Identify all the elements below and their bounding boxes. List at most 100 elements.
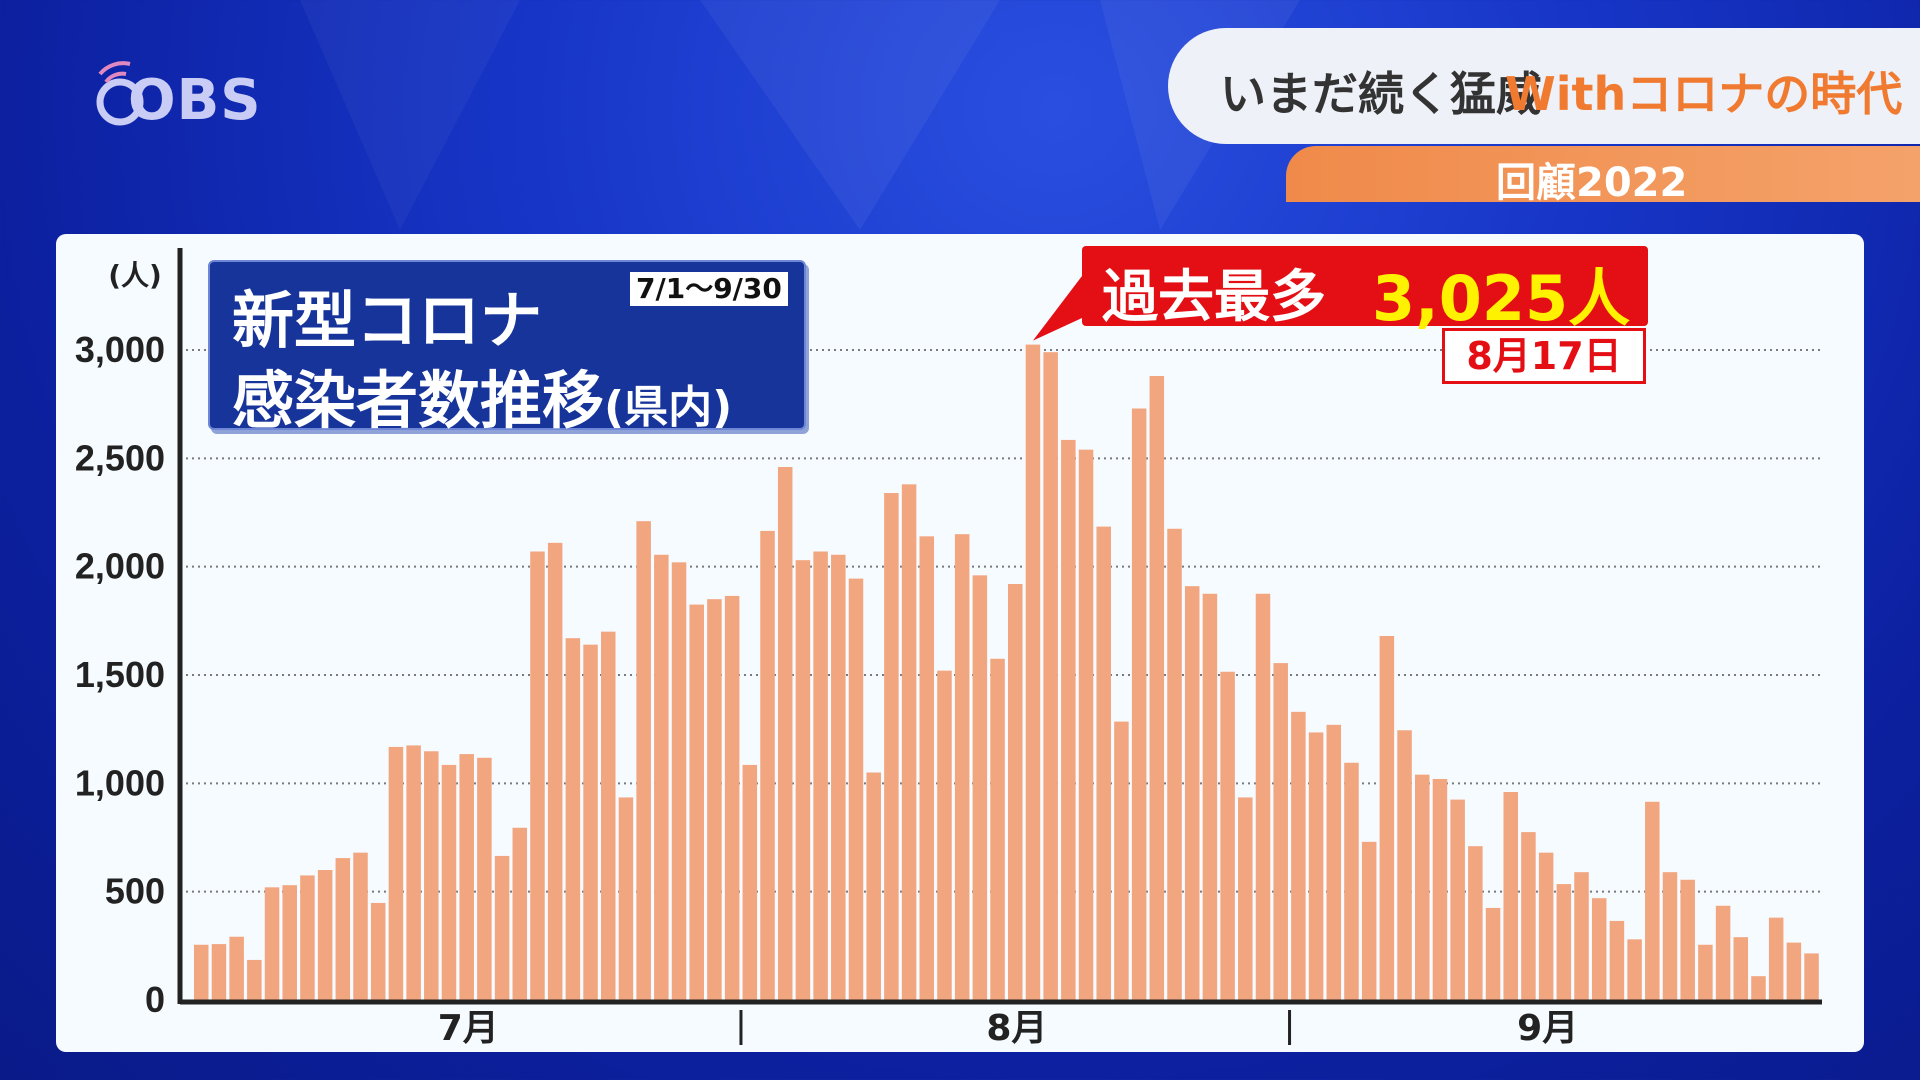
bar <box>1131 408 1147 1000</box>
bar <box>707 599 722 1000</box>
bar <box>1291 711 1306 1000</box>
bar <box>406 745 421 1000</box>
chart-title-line2: 感染者数推移(県内) <box>232 350 732 440</box>
bar <box>353 852 368 1000</box>
bar <box>1255 593 1271 1000</box>
bar <box>1662 872 1678 1000</box>
bar <box>1008 584 1023 1000</box>
record-callout <box>1082 246 1648 326</box>
bar <box>742 764 758 1000</box>
bar <box>1078 449 1094 1001</box>
bar <box>1308 732 1324 1000</box>
bar <box>512 827 528 1000</box>
bar <box>565 638 581 1000</box>
bar <box>335 858 351 1000</box>
bar <box>1503 792 1518 1000</box>
bar <box>1344 762 1359 1000</box>
record-callout-value: 3,025人 <box>1372 262 1631 335</box>
bar <box>636 521 651 1000</box>
bar <box>494 855 510 1000</box>
bar <box>601 631 616 1000</box>
y-tick-label: 500 <box>105 871 165 912</box>
bar <box>1591 898 1607 1000</box>
bar <box>618 797 634 1000</box>
bar <box>1361 841 1377 1000</box>
bar <box>1627 939 1642 1000</box>
bar <box>264 887 280 1000</box>
bar <box>583 644 598 1000</box>
bar <box>1167 528 1182 1000</box>
bar <box>1751 976 1766 1000</box>
bar <box>194 944 209 1000</box>
subheadline-text: 回顧2022 <box>1496 160 1688 206</box>
y-tick-label: 1,500 <box>75 654 165 695</box>
bar <box>1680 879 1695 1000</box>
bar <box>937 670 952 1000</box>
bar <box>954 534 970 1000</box>
bar <box>1043 352 1058 1001</box>
y-tick-label: 0 <box>145 979 165 1020</box>
bar <box>1096 526 1111 1000</box>
bar <box>848 578 864 1000</box>
bar <box>813 551 828 1000</box>
bar <box>990 658 1005 1000</box>
y-axis-unit: (人) <box>108 259 162 292</box>
chart-title-line1: 新型コロナ <box>232 284 543 357</box>
callout-pointer <box>1032 276 1082 341</box>
bar <box>1238 797 1253 1000</box>
bar <box>547 542 563 1000</box>
bar <box>1273 663 1288 1000</box>
x-month-label: 7月 <box>438 1008 499 1049</box>
bar <box>1574 872 1589 1000</box>
bar <box>388 746 404 1000</box>
obs-logo-icon <box>96 61 144 126</box>
bar <box>1768 917 1784 1000</box>
bar <box>1485 907 1501 1000</box>
bar <box>1220 671 1235 1000</box>
bar <box>1609 920 1625 1000</box>
bar <box>1415 774 1430 1000</box>
bar <box>1025 344 1041 1000</box>
headline-part1: いまだ続く猛威 <box>1220 67 1542 121</box>
bar <box>1114 721 1129 1000</box>
x-month-label: 8月 <box>986 1008 1047 1049</box>
bar <box>831 554 846 1000</box>
bar <box>795 560 811 1000</box>
y-tick-label: 2,500 <box>75 437 165 478</box>
bar <box>1061 439 1076 1001</box>
bar <box>441 764 457 1000</box>
bar <box>370 902 386 1000</box>
chart-title-suffix: (県内) <box>604 382 733 433</box>
bar <box>1538 852 1554 1000</box>
headline-banner <box>1168 28 1920 144</box>
bar <box>671 562 687 1000</box>
bar <box>530 551 545 1000</box>
bar <box>459 754 474 1000</box>
record-callout-date: 8月17日 <box>1442 328 1646 384</box>
bar <box>1450 799 1465 1000</box>
bar <box>866 772 881 1000</box>
bar <box>760 530 775 1000</box>
record-callout-label: 過去最多 <box>1102 265 1326 330</box>
bar <box>1184 586 1200 1000</box>
bar <box>901 484 917 1000</box>
bar <box>247 959 262 1000</box>
bar <box>300 875 315 1000</box>
bar <box>689 604 704 1000</box>
bar <box>724 595 740 1000</box>
bar <box>424 751 439 1000</box>
bar <box>1786 942 1802 1000</box>
bar <box>1804 953 1819 1000</box>
bar <box>919 536 935 1000</box>
bar <box>1432 779 1448 1000</box>
x-month-label: 9月 <box>1517 1008 1578 1049</box>
y-tick-label: 2,000 <box>75 546 165 587</box>
bar <box>1379 636 1395 1000</box>
subheadline-band <box>1286 146 1920 202</box>
bar <box>1733 937 1749 1000</box>
broadcaster-logo-text: OBS <box>128 68 262 133</box>
y-tick-label: 1,000 <box>75 762 165 803</box>
bar <box>1397 730 1412 1000</box>
y-tick-label: 3,000 <box>75 329 165 370</box>
